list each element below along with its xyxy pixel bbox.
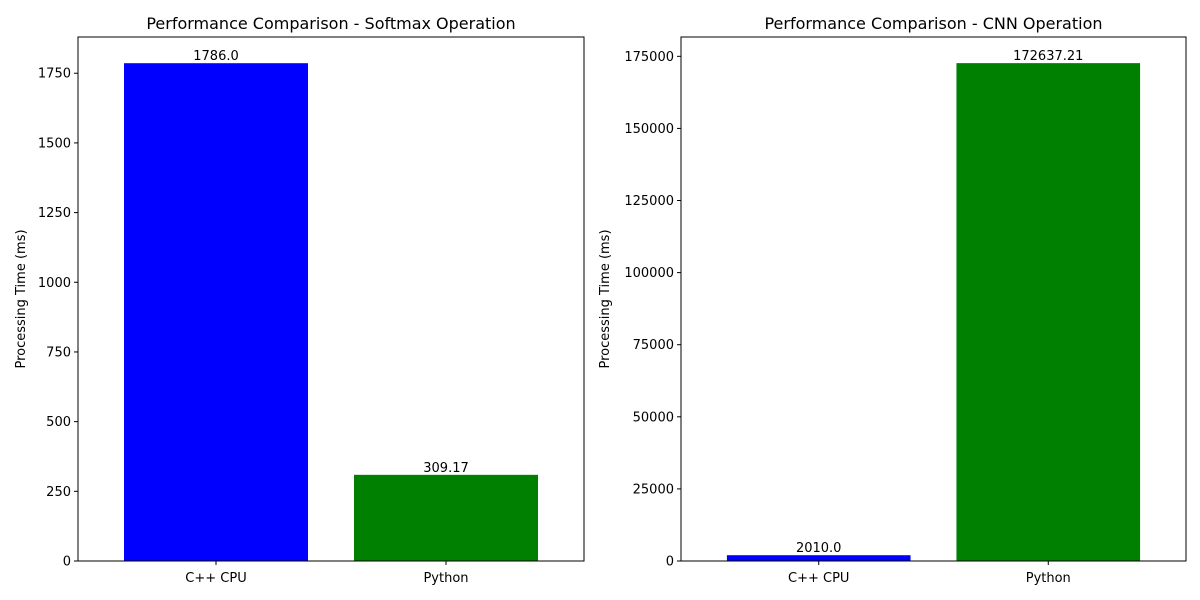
chart-2-data-label-1: 172637.21 [1013,49,1083,64]
chart-2: Performance Comparison - CNN Operation Pr… [598,14,1187,586]
chart-1-y-tick-label-4: 1000 [38,276,71,291]
chart-1-bar-python [354,474,538,561]
chart-1-data-label-1: 309.17 [423,461,469,476]
chart-1: Performance Comparison - Softmax Operati… [14,14,585,586]
chart-1-y-tick-label-1: 250 [46,485,71,500]
chart-1-y-tick-label-3: 750 [46,345,71,360]
chart-2-y-tick-label-5: 125000 [624,194,674,209]
chart-2-bar-c-cpu [726,555,911,561]
chart-2-y-tick-label-0: 0 [666,555,674,570]
chart-1-y-tick-label-5: 1250 [38,206,71,221]
chart-2-title: Performance Comparison - CNN Operation [764,14,1102,33]
chart-1-title: Performance Comparison - Softmax Operati… [146,14,515,33]
chart-2-y-tick-label-7: 175000 [624,50,674,65]
chart-1-x-tick-label-1: Python [423,571,468,586]
chart-1-y-axis-label: Processing Time (ms) [14,229,29,368]
chart-2-data-label-0: 2010.0 [796,541,842,556]
chart-2-y-tick-label-4: 100000 [624,266,674,281]
chart-1-x-tick-label-0: C++ CPU [185,571,246,586]
chart-2-x-tick-label-1: Python [1026,571,1071,586]
chart-1-data-label-0: 1786.0 [193,49,239,64]
chart-2-plot-frame [680,36,1187,562]
chart-1-y-tick-label-2: 500 [46,415,71,430]
chart-1-y-tick-label-0: 0 [63,555,71,570]
chart-1-bar-c-cpu [124,63,308,561]
chart-2-y-tick-label-6: 150000 [624,122,674,137]
chart-1-plot-frame [77,36,585,562]
chart-2-y-axis-label: Processing Time (ms) [598,229,613,368]
chart-2-y-tick-label-1: 25000 [633,482,674,497]
chart-2-y-tick-label-2: 50000 [633,410,674,425]
chart-2-bar-python [956,63,1141,561]
chart-2-y-tick-label-3: 75000 [633,338,674,353]
chart-2-x-tick-label-0: C++ CPU [788,571,849,586]
chart-1-y-tick-label-7: 1750 [38,67,71,82]
chart-1-y-tick-label-6: 1500 [38,136,71,151]
